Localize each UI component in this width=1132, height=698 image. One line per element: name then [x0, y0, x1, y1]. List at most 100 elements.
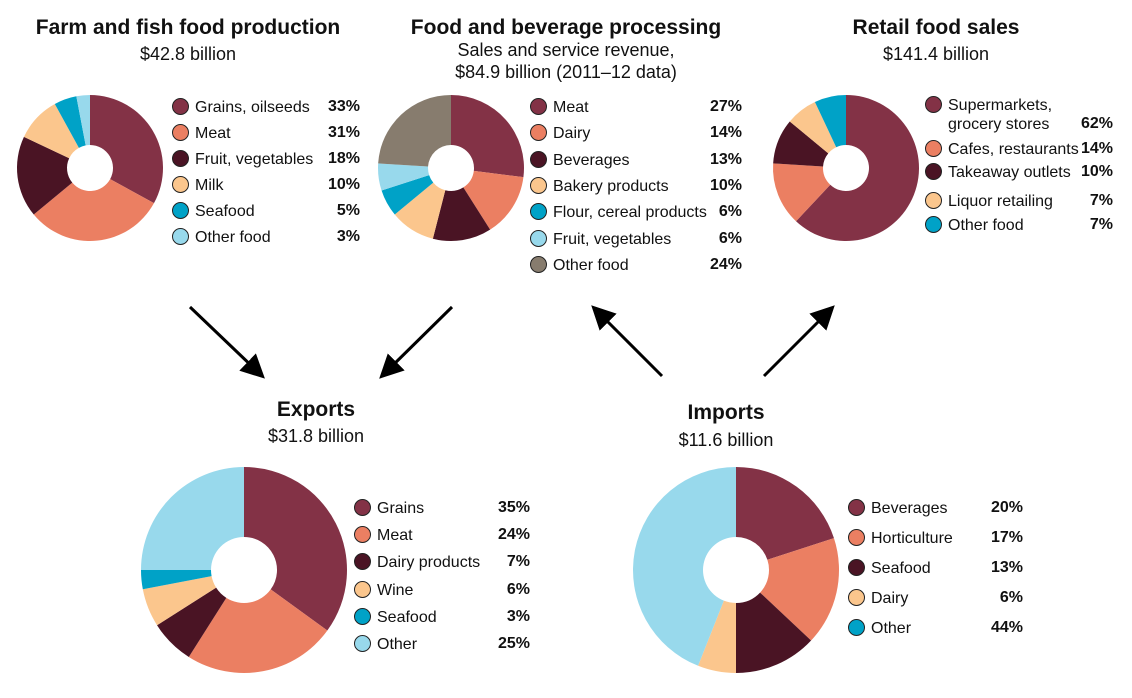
legend-swatch — [172, 124, 189, 141]
legend-swatch — [354, 607, 371, 625]
legend-value: 35% — [497, 499, 530, 516]
donut-slice-seafood — [141, 570, 212, 590]
legend-swatch — [848, 589, 865, 606]
legend-label-line: Grains — [377, 500, 425, 517]
legend-label: Other food — [553, 256, 629, 275]
legend-label: Grains — [377, 499, 424, 518]
legend-item: Other food — [925, 216, 1024, 235]
legend-item: Takeaway outlets — [925, 163, 1071, 182]
legend-value: 17% — [990, 529, 1023, 546]
legend-value: 25% — [497, 635, 530, 652]
chart-subtitle: $42.8 billion — [139, 44, 237, 64]
legend-value: 7% — [1089, 192, 1113, 209]
flow-arrow-1 — [188, 305, 265, 379]
legend-item: Milk — [172, 176, 223, 195]
flow-arrow-4 — [762, 305, 835, 378]
donut-chart — [378, 95, 524, 241]
legend-swatch — [172, 98, 189, 115]
donut-chart — [16, 95, 163, 241]
legend-label-line: Grains, oilseeds — [195, 99, 310, 116]
legend-item: Seafood — [172, 202, 255, 221]
legend-item: Grains — [354, 499, 424, 518]
legend-item: Dairy — [848, 589, 908, 608]
legend-value: 10% — [1080, 163, 1113, 180]
legend-swatch — [172, 202, 189, 219]
donut-slice-fruit-vegetables — [378, 163, 430, 191]
donut-slice-other — [141, 467, 244, 570]
legend-swatch — [530, 176, 547, 194]
legend-item: Meat — [172, 124, 231, 143]
legend-swatch — [354, 526, 371, 544]
legend-item: Liquor retailing — [925, 192, 1053, 211]
legend-item: Dairy products — [354, 553, 480, 572]
legend-value: 33% — [327, 98, 360, 115]
legend-label: Beverages — [553, 151, 630, 170]
legend-label: Horticulture — [871, 529, 953, 548]
donut-slice-other-food — [814, 95, 846, 148]
legend-label-line: Horticulture — [871, 530, 953, 547]
legend-item: Other — [848, 619, 911, 638]
legend-label-line: Meat — [377, 527, 413, 545]
legend-value: 24% — [497, 526, 530, 544]
legend-item: Other food — [530, 255, 629, 275]
legend-swatch — [925, 140, 942, 157]
legend-label-line: Fruit, vegetables — [195, 151, 314, 168]
donut-slice-bakery-products — [394, 182, 446, 239]
legend-label-line: Flour, cereal products — [553, 204, 707, 222]
legend-label-line: Dairy products — [377, 554, 481, 572]
legend-label: Supermarkets, grocery stores — [948, 96, 1052, 134]
legend-value: 6% — [506, 580, 530, 598]
legend-swatch — [354, 499, 371, 516]
legend-value: 6% — [718, 229, 742, 247]
legend-label: Meat — [553, 98, 589, 117]
legend-label-line: Milk — [195, 177, 224, 194]
legend-label-line: Other food — [948, 217, 1024, 234]
donut-slice-grains-oilseeds — [90, 95, 163, 204]
legend-swatch — [354, 580, 371, 598]
legend-swatch — [848, 619, 865, 636]
legend-value: 62% — [1080, 115, 1113, 132]
legend-swatch — [354, 553, 371, 571]
legend-swatch — [530, 255, 547, 273]
legend-swatch — [925, 96, 942, 113]
legend-swatch — [848, 559, 865, 576]
legend-label: Dairy products — [377, 553, 480, 572]
flow-arrow-3 — [591, 305, 664, 378]
donut-slice-dairy-products — [157, 587, 227, 657]
legend-label: Liquor retailing — [948, 192, 1053, 211]
legend-swatch — [354, 635, 371, 652]
legend-item: Flour, cereal products — [530, 203, 707, 222]
legend-label-line: Supermarkets, — [948, 97, 1053, 114]
donut-slice-takeaway-outlets — [773, 121, 829, 167]
legend-value: 5% — [336, 202, 360, 219]
legend-swatch — [530, 124, 547, 142]
donut-slice-cafes-restaurants — [773, 163, 831, 222]
legend-item: Bakery products — [530, 176, 669, 196]
legend-item: Seafood — [354, 607, 437, 627]
legend-value: 14% — [1080, 140, 1113, 157]
legend-value: 3% — [336, 228, 360, 245]
legend-label-line: Fruit, vegetables — [553, 230, 672, 248]
legend-label-line: Bakery products — [553, 177, 669, 195]
donut-slice-meat — [33, 179, 154, 241]
legend-item: Other food — [172, 228, 271, 247]
donut-slice-other-food — [76, 95, 90, 146]
legend-label: Wine — [377, 581, 413, 600]
legend-label-line: Takeaway outlets — [948, 164, 1071, 181]
donut-slice-meat — [451, 95, 524, 178]
donut-slice-dairy — [463, 170, 524, 230]
legend-label-line: Meat — [553, 99, 589, 116]
legend-label: Seafood — [377, 608, 437, 627]
legend-label-line: Other — [871, 620, 912, 637]
legend-value: 3% — [506, 607, 530, 625]
chart-subtitle: Sales and service revenue, — [457, 40, 675, 60]
donut-slice-beverages — [432, 187, 491, 241]
legend-swatch — [530, 229, 547, 247]
legend-label: Takeaway outlets — [948, 163, 1071, 182]
legend-item: Grains, oilseeds — [172, 98, 310, 117]
legend-label-line: Other food — [553, 256, 629, 274]
donut-slice-other-food — [378, 95, 451, 167]
legend-value: 44% — [990, 619, 1023, 636]
donut-slice-flour-cereal-products — [381, 175, 434, 215]
